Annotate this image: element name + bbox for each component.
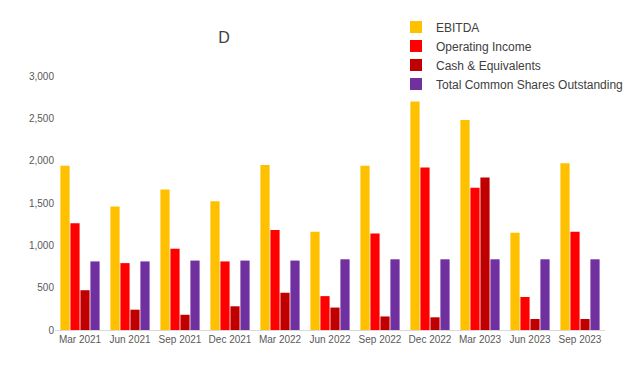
svg-text:D: D (218, 29, 230, 46)
svg-text:2,500: 2,500 (29, 113, 54, 124)
svg-text:Jun 2023: Jun 2023 (509, 334, 551, 345)
svg-text:EBITDA: EBITDA (436, 21, 479, 35)
svg-text:Dec 2021: Dec 2021 (209, 334, 252, 345)
svg-text:Jun 2021: Jun 2021 (109, 334, 151, 345)
svg-text:2,000: 2,000 (29, 155, 54, 166)
svg-text:Mar 2021: Mar 2021 (59, 334, 102, 345)
svg-text:Mar 2023: Mar 2023 (459, 334, 502, 345)
svg-text:1,000: 1,000 (29, 240, 54, 251)
svg-text:Sep 2022: Sep 2022 (359, 334, 402, 345)
svg-text:Operating Income: Operating Income (436, 40, 532, 54)
svg-text:Sep 2021: Sep 2021 (159, 334, 202, 345)
svg-text:Dec 2022: Dec 2022 (409, 334, 452, 345)
svg-text:500: 500 (37, 282, 54, 293)
svg-text:Cash & Equivalents: Cash & Equivalents (436, 59, 541, 73)
svg-text:Jun 2022: Jun 2022 (309, 334, 351, 345)
svg-text:Total Common Shares Outstandin: Total Common Shares Outstanding (436, 78, 623, 92)
svg-text:Mar 2022: Mar 2022 (259, 334, 302, 345)
svg-text:1,500: 1,500 (29, 198, 54, 209)
svg-text:3,000: 3,000 (29, 71, 54, 82)
svg-text:0: 0 (48, 325, 54, 336)
svg-text:Sep 2023: Sep 2023 (559, 334, 602, 345)
